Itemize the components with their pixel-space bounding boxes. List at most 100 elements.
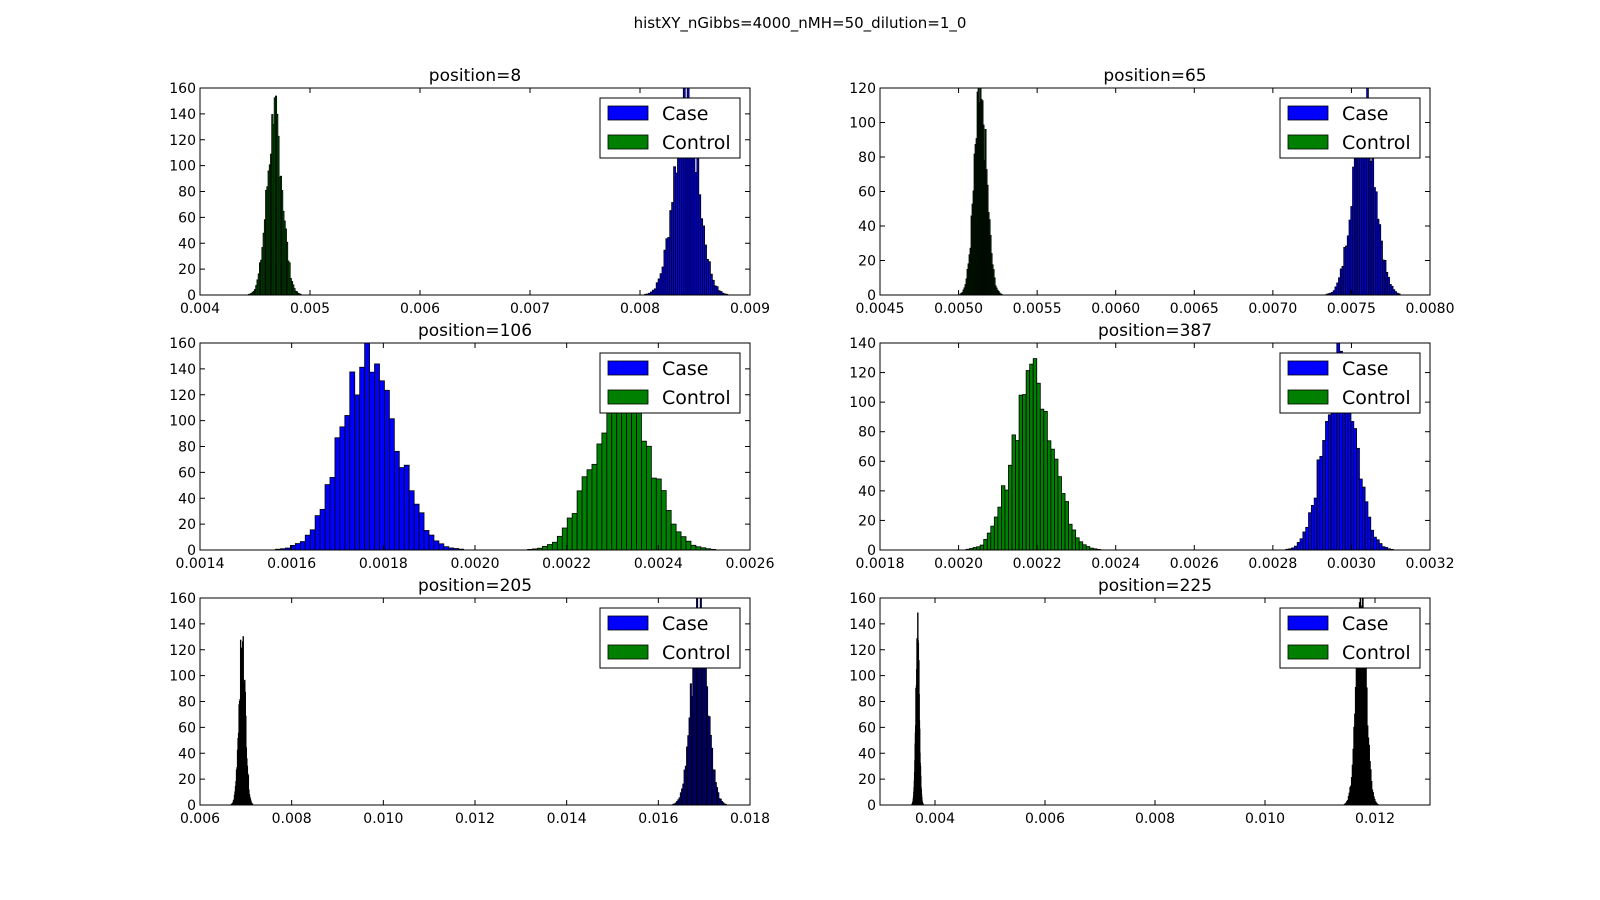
x-tick-label: 0.008 — [1135, 811, 1175, 827]
histogram-bar-control — [1025, 370, 1031, 551]
histogram-bar-control — [990, 525, 995, 551]
histogram-bar-control — [983, 539, 988, 551]
series-control — [959, 87, 1003, 296]
histogram-bar-case — [359, 366, 366, 551]
histogram-bar-case — [349, 371, 356, 551]
histogram-bar-case — [393, 450, 400, 551]
histogram-panel-position-65: position=65 0 20 40 60 80 100 120 0.0045 0.0050 0.… — [800, 60, 1454, 319]
x-tick-label: 0.006 — [180, 811, 220, 827]
legend-swatch-control — [1287, 389, 1329, 405]
histogram-bar-control — [596, 443, 603, 551]
y-tick-label: 160 — [849, 591, 876, 607]
histogram-bar-case — [1347, 399, 1352, 551]
histogram-bar-case — [1313, 497, 1318, 551]
chart-svg: position=205 0 20 40 60 80 100 120 140 160 0.006 0.… — [169, 576, 770, 827]
y-tick-label: 100 — [849, 116, 876, 132]
x-tick-label: 0.006 — [400, 301, 440, 317]
histogram-bar-control — [601, 432, 608, 551]
chart-title: position=8 — [429, 66, 521, 86]
histogram-bar-control — [1008, 464, 1013, 551]
histogram-bar-control — [542, 545, 548, 551]
chart-svg: position=8 0 20 40 60 80 100 120 140 160 0.004 0.00… — [169, 66, 770, 317]
histogram-bar-case — [1299, 538, 1304, 551]
histogram-bar-control — [547, 544, 553, 551]
histogram-bar-control — [685, 540, 692, 551]
histogram-bar-case — [329, 477, 336, 551]
legend-swatch-case — [1287, 360, 1329, 376]
histogram-bar-case — [294, 543, 301, 551]
x-tick-label: 0.0028 — [1248, 556, 1297, 572]
histogram-bar-case — [364, 342, 370, 551]
y-tick-label: 100 — [169, 159, 196, 175]
legend-swatch-case — [607, 615, 649, 631]
histogram-bar-case — [1325, 421, 1329, 551]
histogram-bar-case — [1359, 478, 1363, 551]
x-tick-label: 0.0060 — [1091, 301, 1140, 317]
y-tick-label: 20 — [858, 513, 876, 529]
x-tick-label: 0.0020 — [451, 556, 500, 572]
chart-svg: position=387 0 20 40 60 80 100 120 140 0.0018 0.00… — [849, 321, 1454, 572]
legend-label-control: Control — [662, 132, 731, 154]
legend-label-control: Control — [1342, 642, 1411, 664]
x-tick-label: 0.005 — [290, 301, 330, 317]
legend-label-case: Case — [662, 103, 709, 125]
y-tick-label: 80 — [858, 150, 876, 166]
histogram-bar-control — [586, 469, 593, 551]
histogram-bar-control — [1029, 363, 1034, 551]
chart-title: position=225 — [1098, 576, 1212, 596]
histogram-bar-case — [433, 540, 440, 551]
y-tick-label: 140 — [849, 336, 876, 352]
histogram-bar-control — [680, 536, 687, 551]
y-tick-label: 120 — [169, 388, 196, 404]
histogram-bar-control — [1000, 485, 1006, 551]
histogram-bar-case — [289, 544, 296, 551]
legend-label-case: Case — [662, 613, 709, 635]
y-tick-label: 160 — [169, 81, 196, 97]
histogram-bar-case — [339, 426, 346, 551]
histogram-bar-case — [418, 512, 425, 551]
x-tick-label: 0.012 — [455, 811, 495, 827]
chart-title: position=387 — [1098, 321, 1212, 341]
x-tick-label: 0.0075 — [1327, 301, 1376, 317]
histogram-bar-case — [1356, 447, 1360, 551]
histogram-bar-case — [354, 394, 361, 551]
histogram-bar-control — [576, 490, 583, 551]
y-tick-label: 0 — [867, 798, 876, 814]
chart-svg: position=65 0 20 40 60 80 100 120 0.0045 0.0050 0.… — [849, 66, 1454, 317]
x-tick-label: 0.008 — [272, 811, 312, 827]
histogram-panel-position-8: position=8 0 20 40 60 80 100 120 140 160 0.004 0.00… — [120, 60, 770, 319]
histogram-bar-case — [344, 415, 351, 551]
x-tick-label: 0.018 — [730, 811, 770, 827]
histogram-bar-case — [1373, 536, 1377, 551]
histogram-bar-control — [1050, 448, 1055, 551]
histogram-bar-control — [655, 478, 662, 551]
x-tick-label: 0.0032 — [1406, 556, 1455, 572]
chart-title: position=205 — [418, 576, 532, 596]
histogram-bar-control — [1085, 546, 1091, 551]
histogram-bar-control — [581, 476, 588, 551]
histogram-bar-case — [319, 508, 326, 551]
x-tick-label: 0.0018 — [359, 556, 408, 572]
series-control — [230, 636, 254, 806]
y-tick-label: 60 — [858, 720, 876, 736]
legend-swatch-case — [1287, 615, 1329, 631]
histogram-bar-case — [1376, 539, 1380, 551]
histogram-bar-case — [398, 467, 405, 551]
y-tick-label: 0 — [867, 288, 876, 304]
chart-svg: position=106 0 20 40 60 80 100 120 140 160 0.0014 0… — [169, 321, 774, 572]
histogram-bar-control — [1039, 408, 1045, 551]
histogram-bar-control — [1022, 394, 1027, 551]
x-tick-label: 0.006 — [1025, 811, 1065, 827]
histogram-bar-control — [650, 477, 657, 551]
histogram-bar-case — [1350, 421, 1355, 551]
histogram-bar-control — [571, 513, 578, 551]
histogram-bar-control — [1075, 537, 1080, 551]
histogram-bar-control — [1046, 440, 1052, 551]
histogram-bar-control — [1004, 489, 1009, 551]
chart-title: position=106 — [418, 321, 532, 341]
legend-label-case: Case — [1342, 103, 1389, 125]
histogram-bar-control — [1078, 541, 1084, 551]
x-tick-label: 0.0030 — [1327, 556, 1376, 572]
histogram-bar-control — [1032, 358, 1038, 551]
y-tick-label: 160 — [169, 591, 196, 607]
